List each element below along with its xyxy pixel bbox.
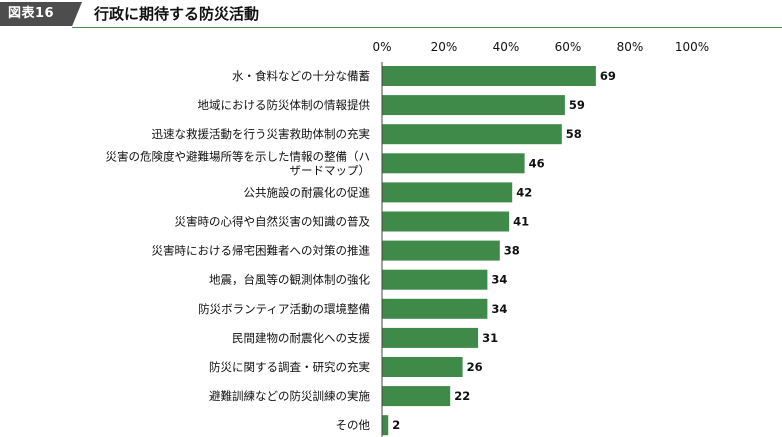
category-label: 災害時の心得や自然災害の知識の普及	[175, 215, 371, 229]
x-tick-label: 60%	[555, 40, 582, 54]
category-label-line: ザードマップ）	[290, 163, 371, 177]
x-tick-label: 0%	[372, 40, 391, 54]
category-label-line: その他	[336, 418, 371, 432]
category-label: 民間建物の耐震化への支援	[232, 331, 370, 345]
x-tick-label: 80%	[617, 40, 644, 54]
x-tick-label: 20%	[431, 40, 458, 54]
category-labels: 水・食料などの十分な備蓄地域における防災体制の情報提供迅速な救援活動を行う災害救…	[106, 69, 371, 432]
category-label-line: 災害時の心得や自然災害の知識の普及	[175, 215, 371, 229]
category-label-line: 防災に関する調査・研究の充実	[209, 360, 370, 374]
x-tick-label: 40%	[493, 40, 520, 54]
category-label-line: 防災ボランティア活動の環境整備	[198, 302, 370, 316]
data-label: 42	[516, 185, 532, 199]
data-label: 2	[392, 418, 400, 432]
bar	[382, 153, 525, 174]
bar	[382, 298, 488, 319]
category-label: 災害の危険度や避難場所等を示した情報の整備（ハザードマップ）	[106, 149, 371, 177]
data-label: 41	[513, 215, 529, 229]
data-label: 22	[454, 389, 470, 403]
category-label: その他	[336, 418, 371, 432]
bar	[382, 327, 479, 348]
bar	[382, 269, 488, 290]
category-label: 水・食料などの十分な備蓄	[232, 69, 370, 83]
data-label: 34	[491, 273, 507, 287]
data-label: 34	[491, 302, 507, 316]
x-tick-label: 100%	[675, 40, 709, 54]
category-label-line: 水・食料などの十分な備蓄	[232, 69, 370, 83]
category-label: 災害時における帰宅困難者への対策の推進	[152, 244, 371, 258]
bar	[382, 95, 565, 116]
title-underline	[72, 27, 782, 28]
category-label-line: 公共施設の耐震化の促進	[244, 185, 371, 199]
bar	[382, 357, 463, 377]
category-label-line: 災害の危険度や避難場所等を示した情報の整備（ハ	[106, 149, 371, 163]
data-label: 26	[467, 360, 483, 374]
category-label-line: 地域における防災体制の情報提供	[198, 98, 371, 112]
category-label-line: 迅速な救援活動を行う災害救助体制の充実	[152, 127, 371, 141]
bar	[382, 240, 500, 261]
bar	[382, 386, 451, 407]
data-label: 31	[482, 331, 498, 345]
bar	[382, 182, 513, 203]
category-label-line: 民間建物の耐震化への支援	[232, 331, 370, 345]
category-label: 地域における防災体制の情報提供	[198, 98, 371, 112]
category-label: 地震，台風等の観測体制の強化	[209, 273, 370, 287]
category-label: 迅速な救援活動を行う災害救助体制の充実	[152, 127, 371, 141]
data-label: 38	[504, 244, 520, 258]
bar	[382, 66, 596, 86]
data-label: 59	[569, 98, 585, 112]
bar	[382, 124, 562, 145]
category-label: 公共施設の耐震化の促進	[244, 185, 371, 199]
chart-header: 図表16 行政に期待する防災活動	[0, 0, 782, 32]
category-label-line: 地震，台風等の観測体制の強化	[209, 273, 370, 287]
data-label: 58	[566, 127, 582, 141]
category-label: 避難訓練などの防災訓練の実施	[209, 389, 370, 403]
data-label: 46	[529, 156, 545, 170]
x-axis-ticks: 0% 20% 40% 60% 80% 100%	[372, 40, 709, 54]
category-label-line: 災害時における帰宅困難者への対策の推進	[152, 244, 371, 258]
bar	[382, 211, 510, 232]
bar	[382, 415, 389, 436]
figure-number-badge: 図表16	[0, 2, 82, 26]
category-label-line: 避難訓練などの防災訓練の実施	[209, 389, 370, 403]
category-label: 防災に関する調査・研究の充実	[209, 360, 370, 374]
bars	[382, 66, 596, 436]
category-label: 防災ボランティア活動の環境整備	[198, 302, 370, 316]
data-label: 69	[600, 69, 616, 83]
chart-title: 行政に期待する防災活動	[94, 5, 260, 23]
